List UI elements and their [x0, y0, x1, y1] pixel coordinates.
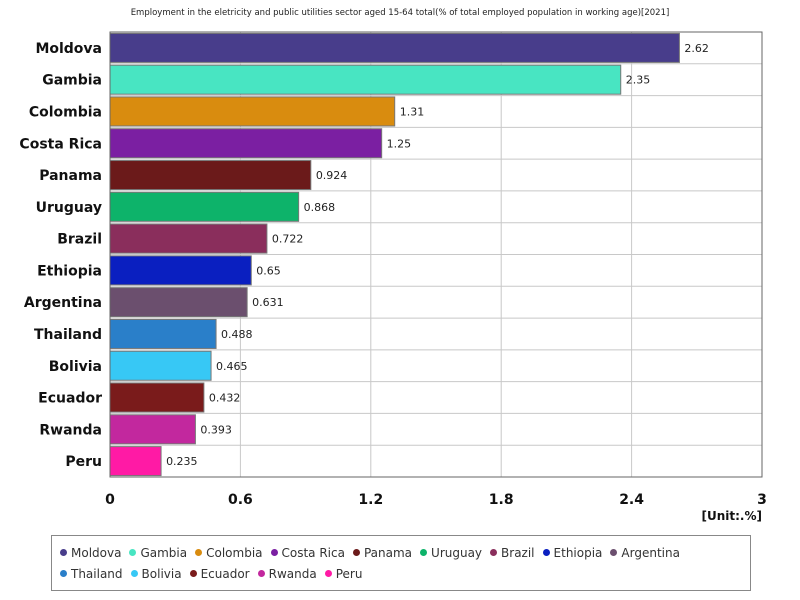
bar-moldova — [109, 32, 680, 63]
category-label: Thailand — [34, 327, 102, 343]
bar-uruguay — [109, 191, 300, 222]
category-label: Costa Rica — [19, 136, 102, 152]
bar-panama — [109, 160, 312, 191]
legend-item: Thailand — [60, 563, 123, 584]
category-label: Peru — [65, 454, 102, 470]
bar-costa-rica — [109, 128, 383, 159]
x-tick-label: 0.6 — [228, 492, 253, 508]
legend-item: Ecuador — [189, 563, 250, 584]
legend-item: Argentina — [610, 542, 680, 563]
legend-marker — [610, 549, 618, 556]
legend-label: Bolivia — [141, 566, 182, 581]
value-label: 0.235 — [166, 455, 198, 468]
legend-marker — [189, 570, 197, 577]
value-label: 0.393 — [200, 423, 232, 436]
category-label: Uruguay — [36, 200, 102, 216]
legend-marker — [257, 570, 265, 577]
legend-marker — [60, 549, 67, 556]
legend-marker — [130, 570, 138, 577]
category-label: Gambia — [42, 73, 102, 89]
legend-label: Colombia — [206, 545, 263, 560]
legend-label: Thailand — [71, 566, 123, 581]
bar-ecuador — [109, 382, 205, 413]
legend-item: Moldova — [60, 542, 121, 563]
legend-marker — [270, 549, 278, 556]
x-tick-label: 3 — [757, 492, 767, 508]
category-label: Rwanda — [39, 422, 102, 438]
legend-marker — [352, 549, 360, 556]
bar-rwanda — [109, 414, 196, 445]
legend-label: Moldova — [71, 545, 122, 560]
legend-item: Ethiopia — [542, 542, 603, 563]
legend-label: Costa Rica — [281, 545, 345, 560]
category-label: Bolivia — [49, 359, 102, 375]
bar-colombia — [109, 96, 396, 127]
category-label: Colombia — [29, 104, 102, 120]
bar-bolivia — [109, 350, 212, 381]
legend-label: Argentina — [621, 545, 680, 560]
value-label: 0.465 — [216, 360, 248, 373]
x-tick-label: 1.8 — [489, 492, 514, 508]
plot-frame — [109, 31, 763, 478]
bar-thailand — [109, 318, 217, 349]
category-label: Ethiopia — [37, 263, 102, 279]
legend-marker — [420, 549, 428, 556]
legend-item: Costa Rica — [270, 542, 345, 563]
value-label: 1.31 — [400, 105, 425, 118]
value-label: 0.722 — [272, 233, 304, 246]
category-label: Moldova — [35, 41, 102, 57]
legend-marker — [60, 570, 67, 577]
legend-marker — [195, 549, 203, 556]
bar-brazil — [109, 223, 268, 254]
value-label: 0.65 — [256, 264, 281, 277]
legend-item: Bolivia — [130, 563, 182, 584]
legend-label: Rwanda — [268, 566, 317, 581]
x-tick-label: 2.4 — [619, 492, 644, 508]
legend-label: Uruguay — [431, 545, 483, 560]
category-label: Panama — [39, 168, 102, 184]
legend-label: Ethiopia — [553, 545, 603, 560]
value-label: 0.631 — [252, 296, 284, 309]
legend: Moldova Gambia Colombia Costa Rica Panama Uru… — [51, 535, 751, 591]
category-label: Ecuador — [38, 391, 102, 407]
category-label: Brazil — [57, 232, 102, 248]
bar-ethiopia — [109, 255, 252, 286]
bar-gambia — [109, 64, 622, 95]
legend-item: Colombia — [195, 542, 263, 563]
legend-marker — [129, 549, 137, 556]
value-label: 0.432 — [209, 392, 241, 405]
x-tick-label: 0 — [105, 492, 115, 508]
legend-item: Gambia — [129, 542, 187, 563]
category-label: Argentina — [24, 295, 102, 311]
legend-marker — [490, 549, 498, 556]
x-tick-label: 1.2 — [358, 492, 383, 508]
legend-item: Peru — [324, 563, 363, 584]
legend-item: Brazil — [490, 542, 535, 563]
chart-title: Employment in the eletricity and public … — [130, 8, 670, 18]
value-label: 2.62 — [684, 42, 709, 55]
value-label: 1.25 — [387, 137, 412, 150]
value-label: 0.488 — [221, 328, 253, 341]
legend-label: Gambia — [140, 545, 188, 560]
legend-marker — [542, 549, 550, 556]
legend-marker — [324, 570, 332, 577]
legend-label: Peru — [335, 566, 363, 581]
unit-label: [Unit:.%] — [701, 509, 763, 523]
legend-label: Brazil — [501, 545, 535, 560]
value-label: 0.924 — [316, 169, 348, 182]
bar-peru — [109, 446, 162, 477]
legend-label: Ecuador — [200, 566, 250, 581]
value-label: 2.35 — [626, 74, 651, 87]
legend-item: Panama — [352, 542, 413, 563]
legend-item: Uruguay — [420, 542, 482, 563]
bar-argentina — [109, 287, 248, 318]
legend-label: Panama — [363, 545, 413, 560]
value-label: 0.868 — [304, 201, 336, 214]
legend-item: Rwanda — [257, 563, 317, 584]
